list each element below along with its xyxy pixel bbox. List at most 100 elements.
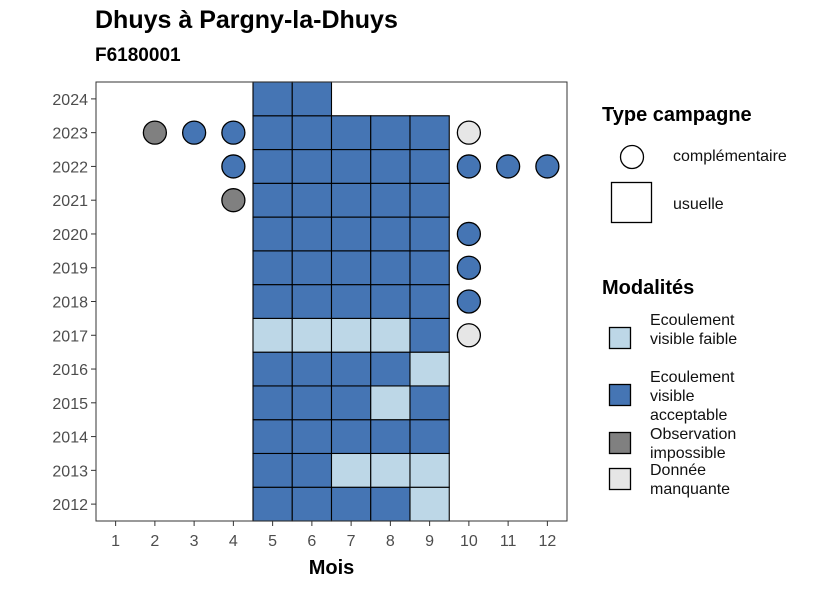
tile-2022-7 bbox=[330, 148, 372, 184]
legend-modalites-title: Modalités bbox=[602, 277, 695, 299]
point-2018-10 bbox=[456, 289, 482, 314]
y-tick-label-2018: 2018 bbox=[52, 295, 88, 312]
tile-2016-9 bbox=[409, 351, 450, 387]
tile-2019-7 bbox=[330, 250, 372, 286]
tile-2012-5 bbox=[252, 486, 293, 522]
tile-2020-5 bbox=[252, 216, 293, 252]
point-2017-10 bbox=[456, 323, 482, 348]
tile-2018-6 bbox=[291, 284, 333, 319]
tile-2015-6 bbox=[291, 385, 333, 421]
y-tick-label-2016: 2016 bbox=[52, 362, 88, 379]
tile-2023-5 bbox=[252, 115, 293, 151]
y-tick-label-2023: 2023 bbox=[52, 126, 88, 143]
legend-type-title: Type campagne bbox=[602, 104, 752, 126]
x-tick-label-6: 6 bbox=[307, 533, 316, 550]
tile-2012-9 bbox=[409, 486, 450, 522]
legend-swatch-manquante bbox=[608, 467, 632, 491]
tile-2017-8 bbox=[370, 317, 411, 353]
point-2020-10 bbox=[456, 221, 482, 247]
tile-2021-6 bbox=[291, 182, 333, 218]
tile-2012-7 bbox=[330, 486, 372, 522]
point-2023-10 bbox=[456, 120, 482, 145]
x-tick-label-4: 4 bbox=[229, 533, 238, 550]
tile-2012-8 bbox=[370, 486, 411, 522]
point-2022-4 bbox=[221, 154, 246, 179]
tile-2020-9 bbox=[409, 216, 450, 252]
y-tick-label-2012: 2012 bbox=[52, 497, 88, 514]
tile-2020-6 bbox=[291, 216, 333, 252]
tile-2023-9 bbox=[409, 115, 450, 151]
tile-2019-6 bbox=[291, 250, 333, 286]
tile-2021-9 bbox=[409, 182, 450, 218]
legend-type-label-usuelle: usuelle bbox=[673, 196, 724, 213]
tile-2017-7 bbox=[330, 317, 372, 353]
x-tick-label-3: 3 bbox=[190, 533, 199, 550]
tile-2023-6 bbox=[291, 115, 333, 151]
tile-2016-6 bbox=[291, 351, 333, 387]
point-2023-3 bbox=[181, 120, 207, 145]
y-tick-label-2021: 2021 bbox=[52, 193, 88, 210]
y-tick-label-2022: 2022 bbox=[52, 159, 88, 176]
tile-2014-8 bbox=[370, 419, 411, 455]
tile-2015-9 bbox=[409, 385, 450, 421]
tile-2019-9 bbox=[409, 250, 450, 286]
tile-2020-8 bbox=[370, 216, 411, 252]
tile-2021-8 bbox=[370, 182, 411, 218]
point-2022-11 bbox=[495, 154, 521, 179]
legend-label-acceptable: Ecoulement visible acceptable bbox=[650, 369, 735, 424]
y-tick-label-2013: 2013 bbox=[52, 463, 88, 480]
legend-swatch-acceptable bbox=[608, 383, 632, 407]
y-tick-label-2017: 2017 bbox=[52, 328, 88, 345]
tile-2023-7 bbox=[330, 115, 372, 151]
tile-2020-7 bbox=[330, 216, 372, 252]
y-tick-label-2014: 2014 bbox=[52, 430, 88, 447]
y-tick-label-2015: 2015 bbox=[52, 396, 88, 413]
tile-2022-8 bbox=[370, 148, 411, 184]
tile-2018-7 bbox=[330, 284, 372, 319]
legend-label-faible: Ecoulement visible faible bbox=[650, 312, 738, 348]
x-tick-label-2: 2 bbox=[150, 533, 159, 550]
tile-2019-8 bbox=[370, 250, 411, 286]
tile-2021-7 bbox=[330, 182, 372, 218]
tile-2024-5 bbox=[252, 81, 293, 117]
tile-2013-6 bbox=[291, 452, 333, 488]
x-tick-label-10: 10 bbox=[460, 533, 478, 550]
tile-2017-9 bbox=[409, 317, 450, 353]
tile-2018-8 bbox=[370, 284, 411, 319]
tile-2014-6 bbox=[291, 419, 333, 455]
tile-2013-9 bbox=[409, 452, 450, 488]
tile-2021-5 bbox=[252, 182, 293, 218]
legend-type-label-complementaire: complémentaire bbox=[673, 148, 787, 165]
x-tick-label-12: 12 bbox=[538, 533, 556, 550]
tile-2022-6 bbox=[291, 148, 333, 184]
y-tick-label-2019: 2019 bbox=[52, 261, 88, 278]
x-tick-label-9: 9 bbox=[425, 533, 434, 550]
legend-label-manquante: Donnée manquante bbox=[650, 462, 731, 498]
tile-2016-7 bbox=[330, 351, 372, 387]
legend-swatch-faible bbox=[608, 326, 632, 350]
tile-2018-9 bbox=[409, 284, 450, 319]
legend-swatch-impossible bbox=[608, 431, 632, 455]
x-tick-label-8: 8 bbox=[386, 533, 395, 550]
tile-2012-6 bbox=[291, 486, 333, 522]
tile-2017-5 bbox=[252, 317, 293, 353]
legend-circle-symbol bbox=[619, 144, 645, 170]
tile-2019-5 bbox=[252, 250, 293, 286]
y-tick-label-2024: 2024 bbox=[52, 92, 88, 109]
tile-2013-7 bbox=[330, 452, 372, 488]
tile-2015-7 bbox=[330, 385, 372, 421]
y-tick-label-2020: 2020 bbox=[52, 227, 88, 244]
tile-2016-8 bbox=[370, 351, 411, 387]
point-2019-10 bbox=[456, 255, 482, 280]
x-tick-label-11: 11 bbox=[500, 533, 517, 550]
x-tick-label-1: 1 bbox=[111, 533, 120, 550]
tile-2022-5 bbox=[252, 148, 293, 184]
legend-label-impossible: Observation impossible bbox=[650, 426, 737, 462]
x-axis-label: Mois bbox=[309, 557, 355, 579]
point-2023-4 bbox=[221, 120, 246, 145]
tile-2015-8 bbox=[370, 385, 411, 421]
tile-2017-6 bbox=[291, 317, 333, 353]
tile-2014-5 bbox=[252, 419, 293, 455]
tile-2023-8 bbox=[370, 115, 411, 151]
